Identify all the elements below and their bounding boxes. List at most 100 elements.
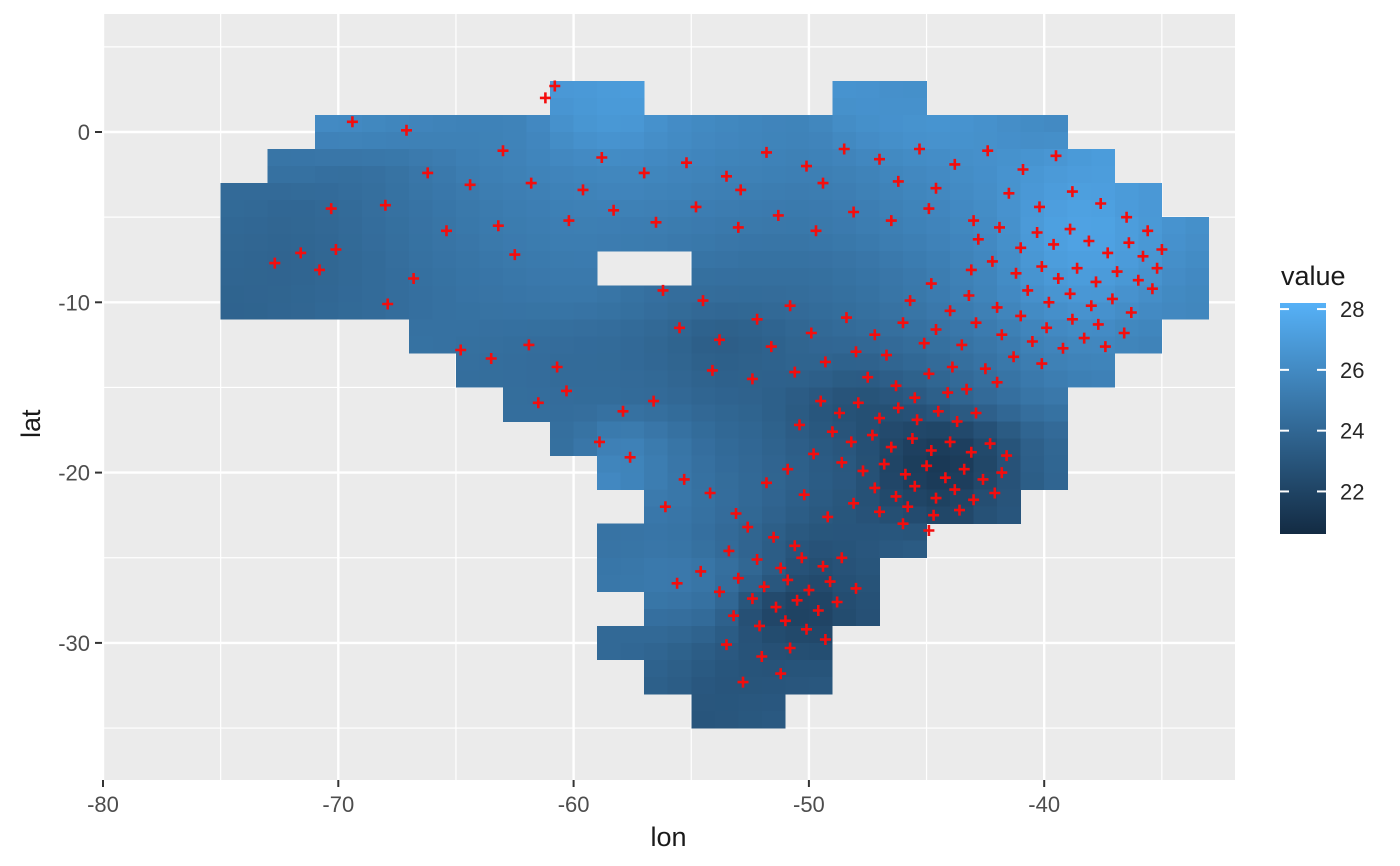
heatmap-cell bbox=[573, 268, 598, 286]
heatmap-cell bbox=[644, 438, 668, 456]
heatmap-cell bbox=[432, 166, 457, 184]
heatmap-cell bbox=[644, 370, 668, 388]
heatmap-cell bbox=[644, 489, 668, 507]
heatmap-cell bbox=[856, 251, 880, 269]
heatmap-cell bbox=[503, 234, 527, 252]
heatmap-cell bbox=[1067, 251, 1092, 269]
heatmap-cell bbox=[573, 149, 598, 167]
heatmap-cell bbox=[479, 370, 504, 388]
heatmap-cell bbox=[526, 217, 551, 235]
heatmap-cell bbox=[432, 132, 457, 150]
heatmap-cell bbox=[1091, 336, 1116, 354]
heatmap-cell bbox=[620, 523, 645, 541]
heatmap-cell bbox=[550, 183, 574, 201]
heatmap-cell bbox=[644, 455, 668, 473]
heatmap-cell bbox=[856, 80, 880, 99]
heatmap-cell bbox=[361, 217, 386, 235]
heatmap-cell bbox=[738, 694, 763, 712]
heatmap-cell bbox=[785, 523, 810, 541]
heatmap-cell bbox=[620, 200, 645, 218]
heatmap-cell bbox=[1091, 183, 1116, 201]
x-axis-title: lon bbox=[650, 822, 687, 852]
heatmap-cell bbox=[338, 285, 363, 303]
heatmap-cell bbox=[456, 200, 480, 218]
heatmap-cell bbox=[832, 285, 857, 303]
heatmap-cell bbox=[903, 268, 927, 286]
heatmap-cell bbox=[856, 404, 880, 422]
heatmap-cell bbox=[620, 183, 645, 201]
heatmap-cell bbox=[408, 200, 433, 218]
heatmap-cell bbox=[291, 183, 315, 201]
heatmap-cell bbox=[926, 115, 951, 133]
heatmap-cell bbox=[714, 387, 739, 405]
heatmap-cell bbox=[903, 319, 927, 337]
heatmap-cell bbox=[408, 251, 433, 269]
heatmap-cell bbox=[691, 251, 716, 269]
heatmap-cell bbox=[1020, 472, 1045, 490]
heatmap-cell bbox=[997, 132, 1021, 150]
heatmap-cell bbox=[526, 302, 551, 320]
heatmap-cell bbox=[1067, 353, 1092, 371]
heatmap-cell bbox=[267, 149, 292, 167]
heatmap-cell bbox=[738, 711, 763, 729]
heatmap-cell bbox=[1044, 336, 1068, 354]
heatmap-cell bbox=[808, 421, 833, 439]
heatmap-cell bbox=[761, 166, 786, 184]
heatmap-cell bbox=[926, 183, 951, 201]
heatmap-cell bbox=[785, 115, 810, 133]
heatmap-cell bbox=[808, 677, 833, 695]
heatmap-cell bbox=[879, 302, 904, 320]
heatmap-cell bbox=[832, 370, 857, 388]
heatmap-cell bbox=[856, 540, 880, 558]
heatmap-cell bbox=[714, 711, 739, 729]
heatmap-cell bbox=[526, 268, 551, 286]
heatmap-cell bbox=[856, 387, 880, 405]
heatmap-cell bbox=[738, 183, 763, 201]
heatmap-cell bbox=[926, 285, 951, 303]
heatmap-cell bbox=[620, 149, 645, 167]
heatmap-cell bbox=[832, 115, 857, 133]
heatmap-cell bbox=[714, 132, 739, 150]
heatmap-cell bbox=[644, 132, 668, 150]
heatmap-cell bbox=[408, 217, 433, 235]
heatmap-cell bbox=[761, 302, 786, 320]
heatmap-cell bbox=[879, 285, 904, 303]
heatmap-cell bbox=[1020, 370, 1045, 388]
heatmap-cell bbox=[573, 115, 598, 133]
heatmap-cell bbox=[1114, 336, 1139, 354]
heatmap-cell bbox=[738, 574, 763, 593]
heatmap-cell bbox=[856, 234, 880, 252]
heatmap-cell bbox=[973, 421, 998, 439]
heatmap-cell bbox=[973, 149, 998, 167]
heatmap-cell bbox=[808, 574, 833, 593]
heatmap-cell bbox=[667, 200, 692, 218]
heatmap-cell bbox=[597, 80, 621, 99]
heatmap-cell bbox=[1020, 404, 1045, 422]
heatmap-cell bbox=[785, 217, 810, 235]
heatmap-cell bbox=[479, 336, 504, 354]
heatmap-cell bbox=[997, 285, 1021, 303]
heatmap-cell bbox=[408, 149, 433, 167]
heatmap-cell bbox=[973, 251, 998, 269]
heatmap-cell bbox=[1161, 285, 1186, 303]
heatmap-cell bbox=[526, 132, 551, 150]
heatmap-cell bbox=[503, 302, 527, 320]
heatmap-cell bbox=[267, 217, 292, 235]
heatmap-cell bbox=[314, 183, 339, 201]
heatmap-cell bbox=[667, 166, 692, 184]
heatmap-cell bbox=[785, 336, 810, 354]
heatmap-cell bbox=[856, 149, 880, 167]
heatmap-cell bbox=[926, 353, 951, 371]
heatmap-cell bbox=[738, 472, 763, 490]
heatmap-cell bbox=[667, 234, 692, 252]
heatmap-cell bbox=[620, 574, 645, 593]
heatmap-cell bbox=[597, 455, 621, 473]
heatmap-cell bbox=[1114, 251, 1139, 269]
heatmap-cell bbox=[244, 234, 268, 252]
heatmap-cell bbox=[644, 506, 668, 524]
heatmap-cell bbox=[738, 353, 763, 371]
heatmap-cell bbox=[503, 387, 527, 405]
heatmap-cell bbox=[997, 404, 1021, 422]
heatmap-cell bbox=[738, 608, 763, 627]
